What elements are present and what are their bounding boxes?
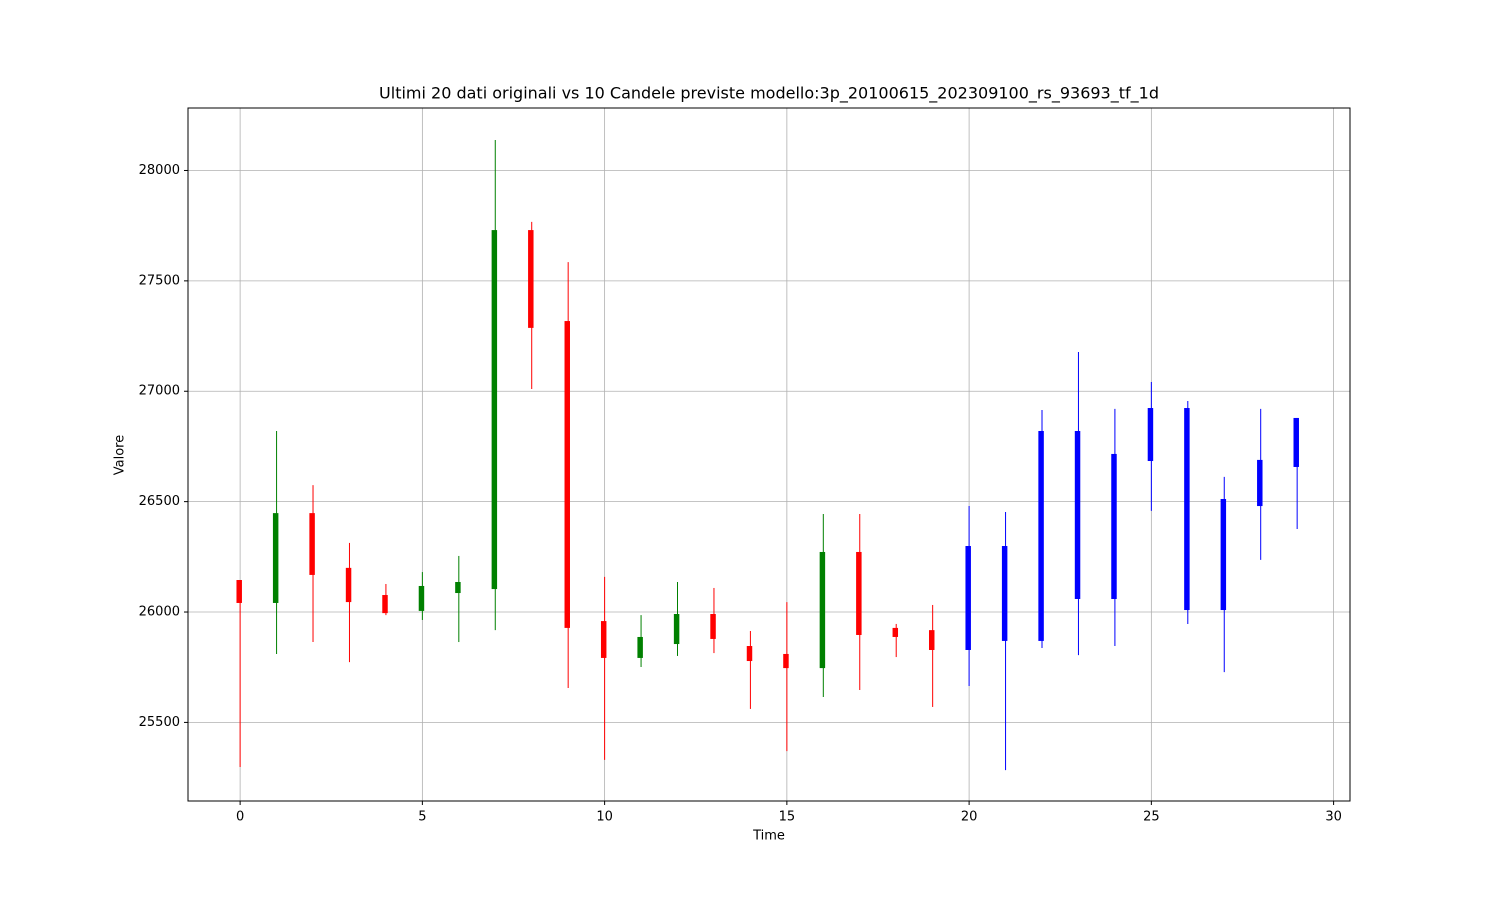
x-tick-label: 15: [779, 810, 796, 825]
candle-body: [564, 321, 570, 628]
grid: 0 5 10 15 20 25 30 25500 26000 26500 27000 27500 280…: [139, 108, 1350, 825]
candle-body: [491, 230, 498, 590]
x-tick-label: 30: [1325, 810, 1342, 825]
candle-body: [345, 567, 352, 603]
candle-body: [600, 621, 607, 658]
plot: [236, 140, 1299, 771]
y-tick-label: 26000: [139, 605, 180, 620]
candle-body: [783, 653, 789, 669]
candle-body: [856, 551, 862, 635]
candle-body: [1001, 546, 1008, 641]
candle-body: [455, 581, 461, 594]
candle-body: [746, 646, 753, 662]
candle-body: [418, 585, 425, 611]
candle-body: [272, 513, 279, 603]
x-tick-label: 10: [596, 810, 613, 825]
y-axis-label: Valore: [113, 435, 128, 475]
candle-body: [637, 636, 643, 658]
x-tick-label: 25: [1143, 810, 1160, 825]
candle-body: [1038, 430, 1044, 641]
x-tick-label: 5: [418, 810, 426, 825]
x-tick-label: 20: [961, 810, 978, 825]
y-tick-label: 26500: [139, 494, 180, 509]
candle-body: [1147, 408, 1154, 462]
candle-body: [528, 230, 534, 328]
y-tick-label: 25500: [139, 715, 180, 730]
candle-body: [710, 614, 716, 639]
candle-body: [1257, 459, 1263, 507]
candle-body: [673, 614, 680, 645]
candle-body: [892, 627, 899, 637]
plot-frame: [187, 107, 1351, 802]
candle-body: [309, 513, 315, 575]
y-tick-label: 27000: [139, 384, 180, 399]
candle-body: [965, 546, 971, 650]
candle-body: [819, 551, 826, 669]
candle-body: [1111, 453, 1117, 599]
y-tick-label: 27500: [139, 273, 180, 288]
x-axis-label: Time: [752, 829, 785, 844]
candle-body: [1074, 430, 1081, 599]
candle-body: [1220, 498, 1227, 611]
chart-title: Ultimi 20 dati originali vs 10 Candele p…: [379, 84, 1159, 104]
candle-body: [929, 630, 935, 650]
candle-body: [1293, 417, 1299, 467]
x-tick-label: 0: [236, 810, 244, 825]
y-tick-label: 28000: [139, 163, 180, 178]
candle-body: [236, 580, 242, 603]
candle-body: [382, 595, 388, 614]
candle-body: [1184, 408, 1190, 611]
